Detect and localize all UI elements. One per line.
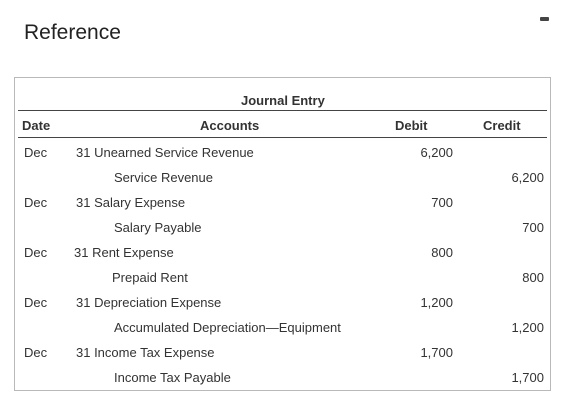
credit-amount: 1,200 [511,320,544,335]
debit-account: 31 Unearned Service Revenue [76,145,254,160]
header-accounts: Accounts [200,118,260,133]
caption-divider [18,110,547,111]
credit-amount: 800 [522,270,544,285]
credit-account: Income Tax Payable [114,370,231,385]
debit-amount: 1,200 [420,295,453,310]
credit-account: Accumulated Depreciation—Equipment [114,320,341,335]
credit-account: Prepaid Rent [112,270,188,285]
entry-date: Dec [24,245,48,260]
credit-amount: 700 [522,220,544,235]
debit-amount: 6,200 [420,145,453,160]
debit-account: 31 Income Tax Expense [76,345,215,360]
debit-amount: 800 [431,245,453,260]
minimize-icon[interactable] [540,17,549,21]
entry-date: Dec [24,295,48,310]
credit-account: Service Revenue [114,170,213,185]
header-credit: Credit [483,118,521,133]
header-divider [18,137,547,138]
reference-title: Reference [24,21,121,44]
header-debit: Debit [395,118,428,133]
entry-date: Dec [24,145,48,160]
credit-amount: 1,700 [511,370,544,385]
credit-account: Salary Payable [114,220,202,235]
debit-amount: 1,700 [420,345,453,360]
debit-account: 31 Rent Expense [74,245,174,260]
header-date: Date [22,118,51,133]
debit-amount: 700 [431,195,453,210]
debit-account: 31 Depreciation Expense [76,295,222,310]
journal-entry-caption: Journal Entry [241,93,325,108]
entry-date: Dec [24,345,48,360]
debit-account: 31 Salary Expense [76,195,186,210]
journal-entry-panel [14,77,551,391]
entry-date: Dec [24,195,48,210]
credit-amount: 6,200 [511,170,544,185]
